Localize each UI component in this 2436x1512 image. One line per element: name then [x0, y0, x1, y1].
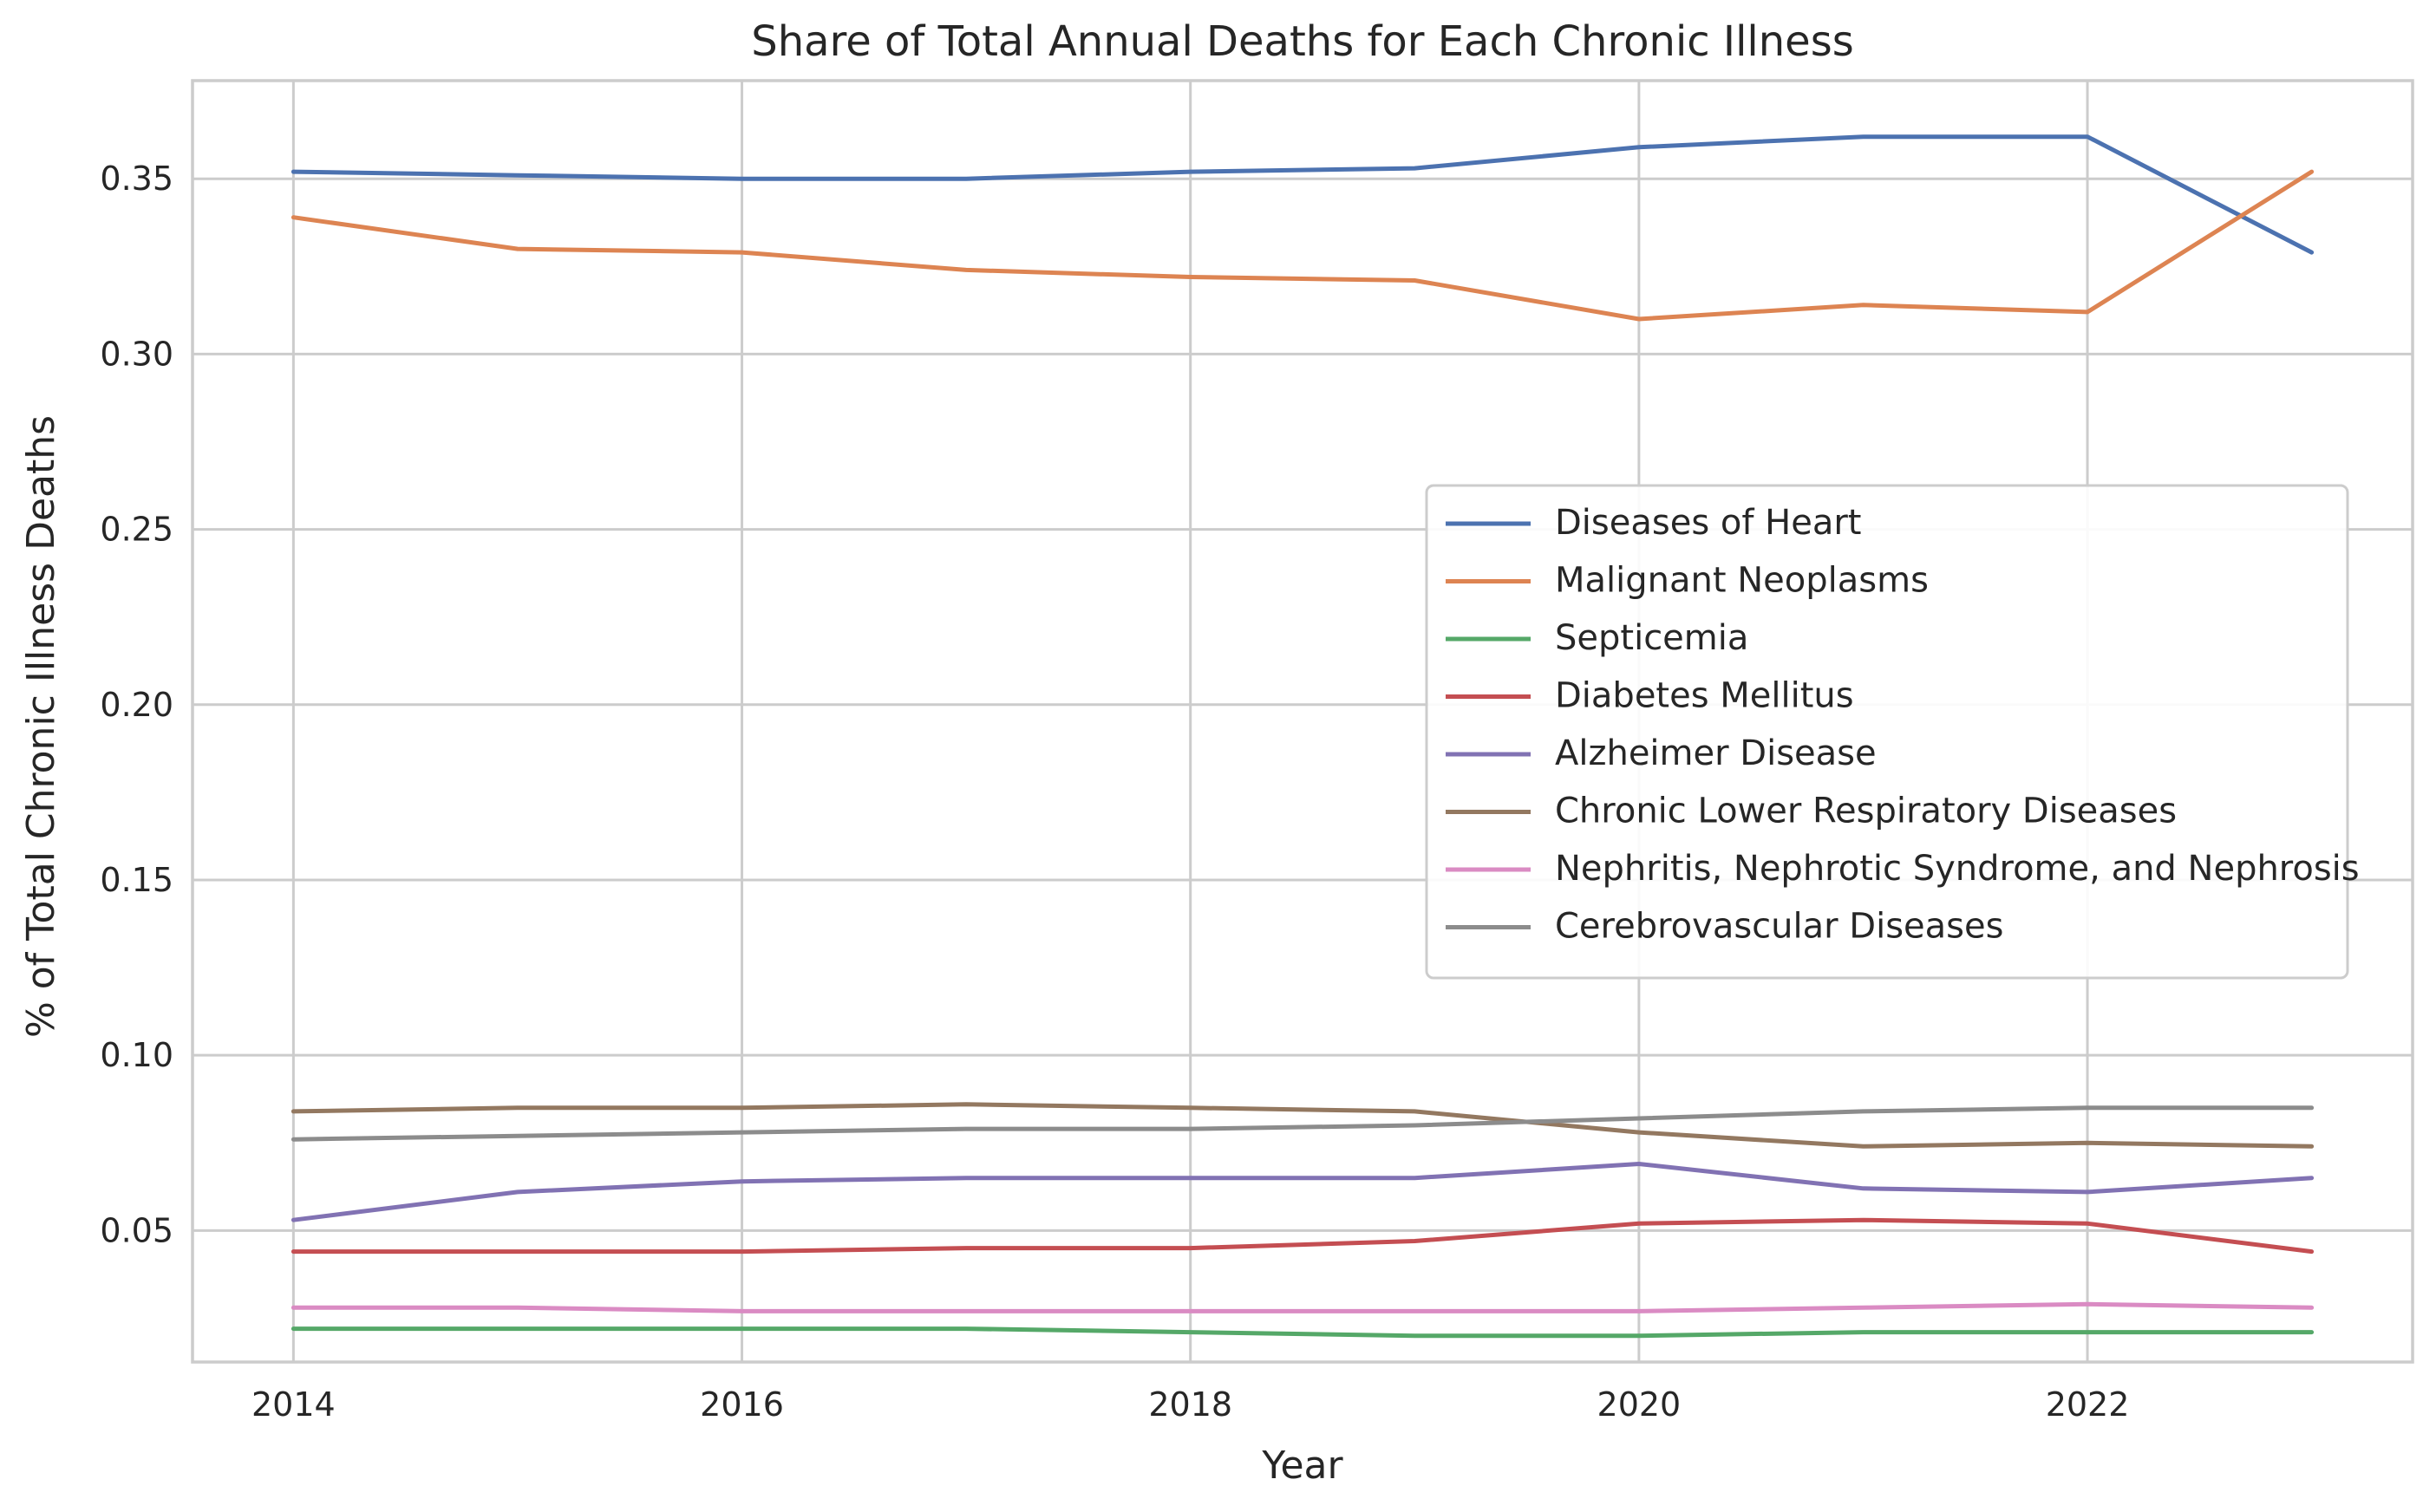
legend-box [1425, 484, 2349, 980]
y-tick-labels: 0.05 0.10 0.15 0.20 0.25 0.30 0.35 [100, 160, 173, 1249]
series-line-6 [291, 1102, 2315, 1149]
legend-label: Cerebrovascular Diseases [1555, 907, 2003, 947]
x-tick-label: 2020 [1597, 1385, 1682, 1424]
series-line-7 [291, 1301, 2315, 1313]
x-tick-label: 2014 [251, 1385, 336, 1424]
legend-label: Diseases of Heart [1555, 503, 1861, 543]
series-line-3 [291, 1326, 2315, 1339]
series-line-2 [291, 169, 2315, 322]
series-line-5 [291, 1162, 2315, 1222]
y-axis-label: % of Total Chronic Illness Deaths [19, 415, 63, 1038]
x-axis-label: Year [1261, 1444, 1343, 1488]
x-tick-labels: 2014 2016 2018 2020 2022 [251, 1385, 2129, 1424]
plot-frame [191, 79, 2414, 1364]
x-tick-label: 2022 [2046, 1385, 2130, 1424]
chart-title: Share of Total Annual Deaths for Each Ch… [751, 17, 1853, 66]
y-tick-label: 0.20 [100, 686, 173, 724]
x-tick-label: 2016 [700, 1385, 784, 1424]
series-lines [291, 134, 2315, 1339]
y-tick-label: 0.15 [100, 861, 173, 899]
x-tick-label: 2018 [1148, 1385, 1232, 1424]
y-tick-label: 0.10 [100, 1036, 173, 1074]
legend-label: Diabetes Mellitus [1555, 676, 1854, 716]
y-tick-label: 0.05 [100, 1211, 173, 1249]
y-tick-label: 0.35 [100, 160, 173, 198]
y-tick-label: 0.30 [100, 335, 173, 373]
y-tick-label: 0.25 [100, 511, 173, 549]
legend-label: Malignant Neoplasms [1555, 561, 1929, 601]
legend-label: Chronic Lower Respiratory Diseases [1555, 792, 2177, 831]
legend-label: Septicemia [1555, 618, 1748, 658]
series-line-1 [291, 134, 2315, 255]
series-line-4 [291, 1217, 2315, 1255]
legend: Diseases of Heart Malignant Neoplasms Sept… [1425, 484, 2360, 980]
legend-label: Nephritis, Nephrotic Syndrome, and Nephr… [1555, 849, 2360, 889]
series-line-8 [291, 1105, 2315, 1142]
legend-label: Alzheimer Disease [1555, 733, 1877, 773]
